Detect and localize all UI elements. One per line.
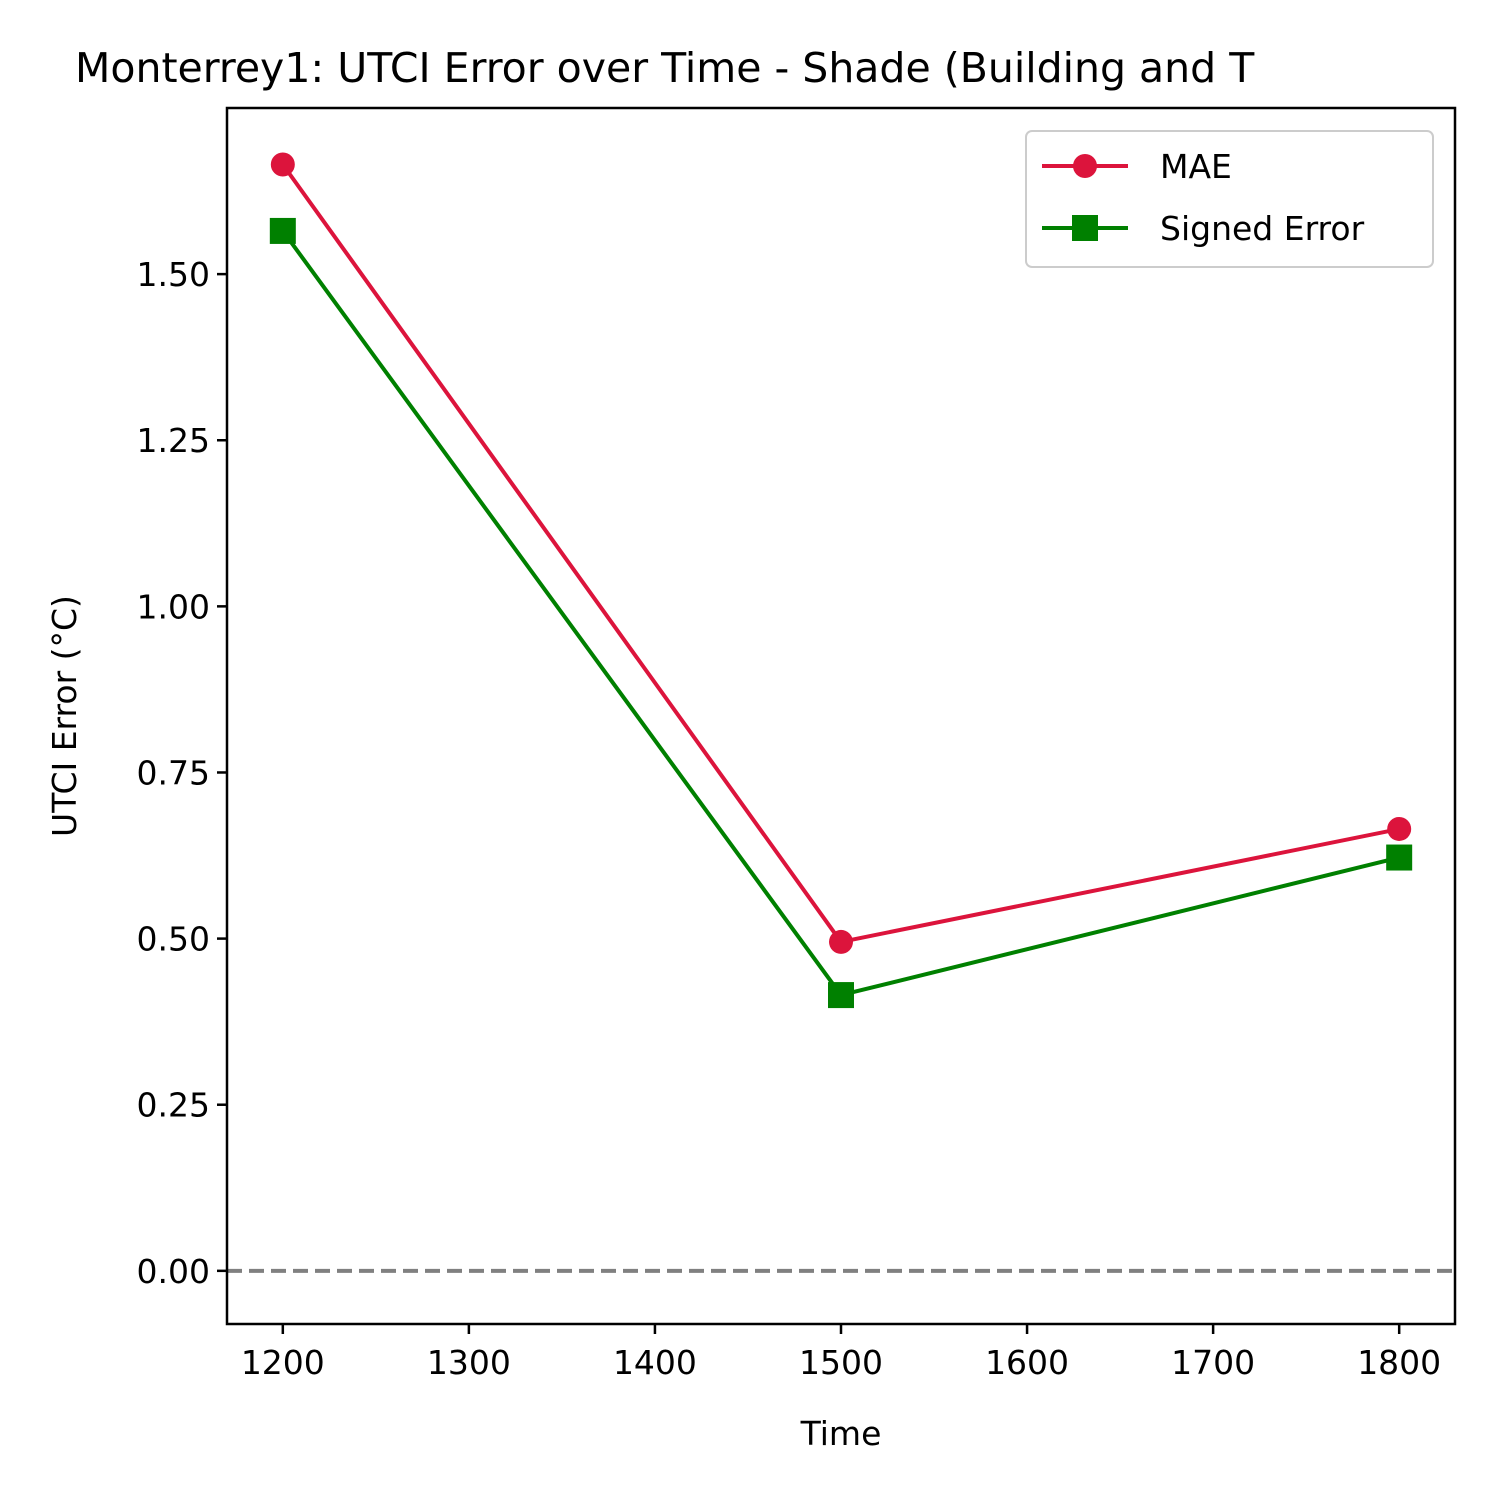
x-axis: 1200 1300 1400 1500 1600 1700 1800 — [241, 1324, 1441, 1382]
y-tick-label: 0.00 — [137, 1252, 210, 1291]
signed-error-point — [1386, 844, 1413, 871]
x-axis-label: Time — [800, 1414, 882, 1453]
legend: MAE Signed Error — [1025, 130, 1434, 268]
y-axis: 0.00 0.25 0.50 0.75 1.00 1.25 1.50 — [137, 255, 227, 1291]
y-tick-label: 0.50 — [137, 920, 210, 959]
mae-legend-label: MAE — [1160, 147, 1232, 186]
signed-error-point — [269, 217, 296, 244]
y-tick-label: 1.50 — [137, 255, 210, 294]
mae-point — [1387, 816, 1412, 841]
mae-legend-marker — [1073, 154, 1097, 178]
y-tick-label: 0.25 — [137, 1086, 210, 1125]
y-tick-label: 0.75 — [137, 753, 210, 792]
x-tick-label: 1400 — [613, 1343, 697, 1382]
x-tick-label: 1700 — [1171, 1343, 1255, 1382]
mae-point — [829, 929, 853, 954]
plot-area — [227, 152, 1455, 1273]
x-tick-label: 1200 — [241, 1343, 325, 1382]
y-tick-label: 1.00 — [137, 587, 210, 626]
signed-error-legend-marker — [1072, 215, 1098, 241]
chart-title: Monterrey1: UTCI Error over Time - Shade… — [75, 44, 1255, 92]
x-tick-label: 1300 — [427, 1343, 511, 1382]
x-tick-label: 1800 — [1357, 1343, 1441, 1382]
x-tick-label: 1500 — [799, 1343, 883, 1382]
signed-error-point — [828, 982, 854, 1009]
y-tick-label: 1.25 — [137, 421, 210, 460]
y-axis-label: UTCI Error (°C) — [45, 595, 84, 837]
mae-point — [270, 152, 295, 177]
x-tick-label: 1600 — [985, 1343, 1069, 1382]
signed-error-legend-label: Signed Error — [1160, 209, 1365, 248]
